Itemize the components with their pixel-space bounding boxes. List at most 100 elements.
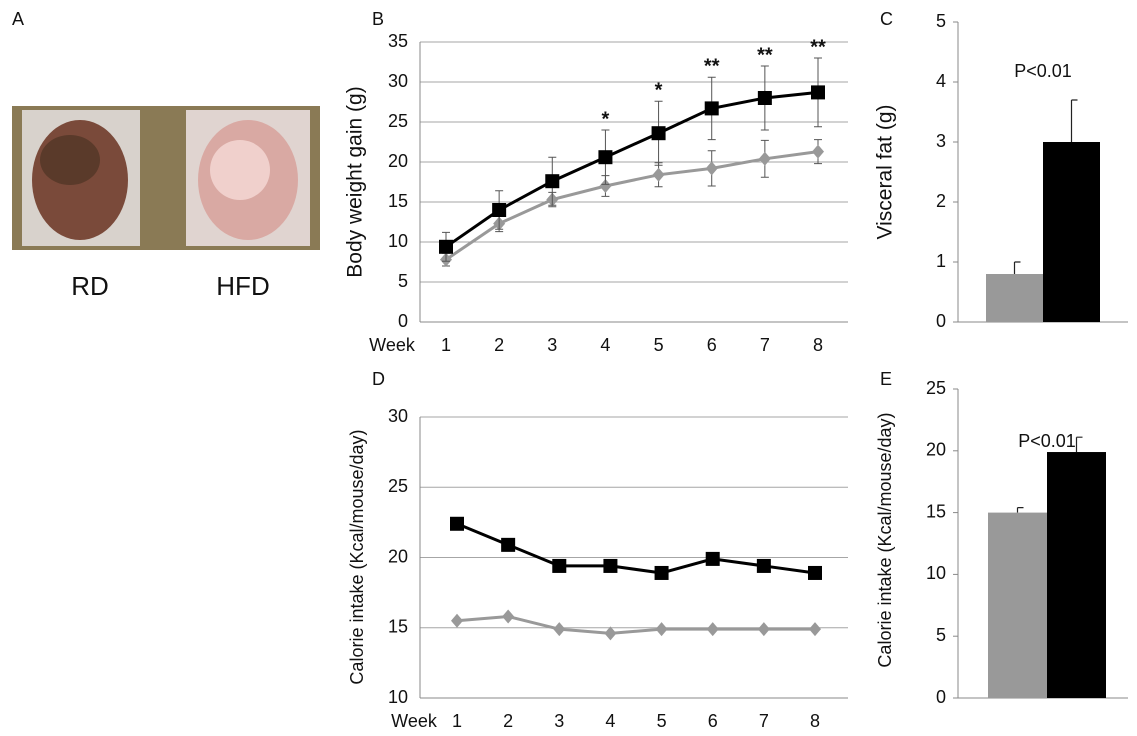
marker	[757, 91, 772, 105]
bar	[1043, 142, 1100, 322]
series-line	[456, 614, 815, 635]
y-tick-label: 0	[936, 311, 946, 331]
series-line	[445, 150, 819, 261]
photo-tissue	[40, 135, 100, 185]
y-tick-label: 2	[936, 191, 946, 211]
marker	[812, 144, 824, 159]
series-line	[445, 90, 819, 249]
significance-label: **	[757, 44, 773, 66]
x-tick-label: 1	[452, 711, 462, 731]
x-tick-label: 6	[708, 711, 718, 731]
y-axis-label: Visceral fat (g)	[874, 105, 897, 240]
marker	[604, 626, 617, 641]
y-axis-label: Calorie intake (Kcal/mouse/day)	[347, 429, 367, 684]
y-tick-label: 10	[388, 231, 408, 251]
x-tick-label: 5	[657, 711, 667, 731]
y-tick-label: 20	[388, 546, 408, 566]
marker	[809, 622, 821, 637]
marker	[654, 565, 669, 580]
bar	[986, 274, 1043, 322]
x-tick-label: 1	[441, 335, 451, 355]
error-bar	[1070, 99, 1078, 142]
y-tick-label: 15	[926, 501, 946, 521]
marker	[502, 609, 515, 624]
x-tick-label: 2	[503, 711, 513, 731]
marker	[603, 558, 618, 573]
marker	[439, 239, 453, 254]
y-tick-label: 0	[398, 311, 408, 331]
marker	[451, 613, 463, 628]
y-tick-label: 5	[936, 625, 946, 645]
y-tick-label: 3	[936, 131, 946, 151]
bar	[988, 512, 1047, 698]
marker	[450, 516, 464, 531]
annotation: P<0.01	[1018, 431, 1076, 451]
y-tick-label: 1	[936, 251, 946, 271]
x-tick-label: 3	[547, 335, 557, 355]
y-tick-label: 25	[388, 476, 408, 496]
y-tick-label: 35	[388, 31, 408, 51]
marker	[811, 85, 825, 100]
panel-label: A	[12, 9, 24, 29]
photo-label: HFD	[216, 271, 269, 301]
bar	[1047, 452, 1106, 698]
panel-label: E	[880, 369, 892, 389]
x-tick-label: 4	[605, 711, 615, 731]
x-tick-label: 8	[813, 335, 823, 355]
marker	[808, 565, 822, 580]
marker	[704, 101, 719, 116]
marker	[553, 622, 566, 637]
y-tick-label: 20	[926, 440, 946, 460]
marker	[599, 179, 612, 193]
y-tick-label: 25	[388, 111, 408, 131]
y-axis-label: Calorie intake (Kcal/mouse/day)	[875, 412, 895, 667]
marker	[757, 622, 770, 637]
x-tick-label: 7	[760, 335, 770, 355]
y-tick-label: 4	[936, 71, 946, 91]
photo-label: RD	[71, 271, 109, 301]
panel-label: C	[880, 9, 893, 29]
significance-label: *	[655, 79, 663, 101]
significance-label: **	[810, 36, 826, 58]
panel-label: B	[372, 9, 384, 29]
marker	[706, 622, 719, 637]
y-tick-label: 20	[388, 151, 408, 171]
marker	[545, 174, 560, 189]
marker	[501, 537, 516, 552]
x-tick-label: 5	[654, 335, 664, 355]
marker	[552, 558, 567, 573]
error-bar	[1016, 507, 1024, 513]
x-axis-label: Week	[369, 335, 416, 355]
y-tick-label: 10	[926, 563, 946, 583]
y-tick-label: 0	[936, 687, 946, 707]
y-tick-label: 15	[388, 191, 408, 211]
y-axis-label: Body weight gain (g)	[344, 86, 367, 277]
y-tick-label: 30	[388, 406, 408, 426]
x-tick-label: 4	[600, 335, 610, 355]
annotation: P<0.01	[1014, 61, 1072, 81]
y-tick-label: 5	[936, 11, 946, 31]
x-tick-label: 7	[759, 711, 769, 731]
marker	[652, 167, 665, 182]
x-tick-label: 2	[494, 335, 504, 355]
y-tick-label: 30	[388, 71, 408, 91]
y-tick-label: 10	[388, 687, 408, 707]
marker	[758, 151, 771, 166]
marker	[655, 622, 668, 637]
marker	[705, 161, 718, 176]
series-line	[456, 522, 816, 575]
panel-label: D	[372, 369, 385, 389]
marker	[651, 126, 666, 141]
marker	[492, 203, 507, 217]
significance-label: **	[704, 55, 720, 77]
error-bar	[1075, 436, 1083, 453]
photo-panel: A RD HFD	[12, 9, 320, 301]
marker	[756, 558, 771, 573]
x-tick-label: 6	[707, 335, 717, 355]
marker	[598, 150, 613, 165]
x-tick-label: 8	[810, 711, 820, 731]
x-axis-label: Week	[391, 711, 438, 731]
y-tick-label: 5	[398, 271, 408, 291]
y-tick-label: 25	[926, 378, 946, 398]
